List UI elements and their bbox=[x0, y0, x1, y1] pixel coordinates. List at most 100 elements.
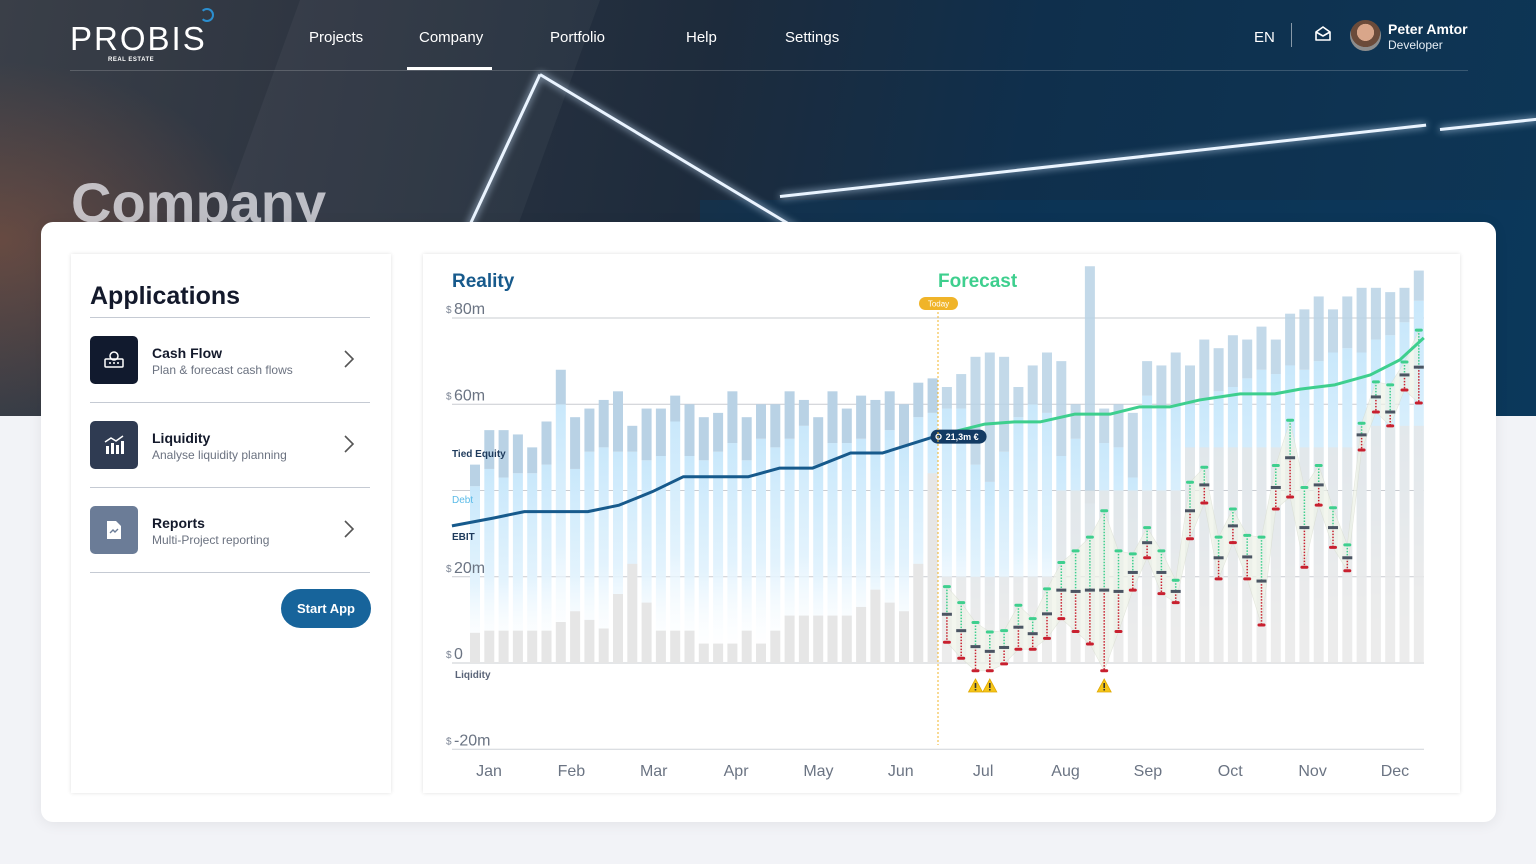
liquidity-high-marker bbox=[1028, 617, 1037, 621]
liquidity-low-marker bbox=[1343, 569, 1352, 573]
tied-equity-bar bbox=[1156, 365, 1167, 409]
tied-equity-bar bbox=[1042, 352, 1052, 413]
liquidity-expected-marker bbox=[1156, 570, 1167, 574]
liquidity-expected-marker bbox=[970, 645, 981, 649]
bar-chart-icon bbox=[90, 421, 138, 469]
y-tick-label: -20m bbox=[454, 732, 490, 749]
liquidity-low-marker bbox=[942, 640, 951, 644]
app-reports[interactable]: Reports Multi-Project reporting bbox=[90, 506, 370, 556]
liquidity-bar bbox=[655, 630, 666, 663]
liquidity-low-marker bbox=[1329, 545, 1337, 549]
app-liquidity[interactable]: Liquidity Analyse liquidity planning bbox=[90, 421, 370, 471]
tied-equity-bar bbox=[541, 421, 552, 465]
chevron-right-icon[interactable] bbox=[342, 349, 356, 369]
tied-equity-bar bbox=[698, 417, 709, 461]
liquidity-expected-marker bbox=[1199, 483, 1210, 487]
divider bbox=[90, 487, 370, 488]
x-tick-label: Oct bbox=[1218, 763, 1243, 780]
y-tick-currency: $ bbox=[446, 564, 452, 575]
liquidity-bar bbox=[1385, 425, 1396, 663]
tied-equity-bar bbox=[970, 356, 981, 465]
liquidity-bar bbox=[584, 619, 595, 663]
liquidity-bar bbox=[627, 563, 638, 663]
warning-icon-dot bbox=[989, 689, 991, 691]
liquidity-bar bbox=[1227, 447, 1238, 663]
liquidity-expected-marker bbox=[984, 649, 995, 653]
debt-bar bbox=[870, 451, 881, 663]
nav-company[interactable]: Company bbox=[419, 29, 484, 46]
ebit-tooltip bbox=[930, 429, 987, 444]
liquidity-low-marker bbox=[1057, 617, 1066, 621]
user-name[interactable]: Peter Amtor bbox=[1388, 21, 1468, 37]
x-tick-label: Dec bbox=[1381, 763, 1409, 780]
debt-bar bbox=[613, 451, 623, 663]
liquidity-expected-marker bbox=[1285, 456, 1296, 460]
debt-bar bbox=[884, 430, 895, 663]
chevron-right-icon[interactable] bbox=[342, 434, 356, 454]
tied-equity-bar bbox=[927, 378, 938, 413]
tied-equity-bar bbox=[584, 408, 595, 452]
nav-help[interactable]: Help bbox=[686, 29, 717, 46]
debt-bar bbox=[770, 447, 781, 663]
app-subtitle: Analyse liquidity planning bbox=[152, 448, 287, 462]
tied-equity-bar bbox=[484, 430, 495, 469]
y-tick-currency: $ bbox=[446, 736, 452, 747]
tied-equity-bar bbox=[827, 391, 838, 444]
tied-equity-bar bbox=[512, 434, 523, 474]
chevron-right-icon[interactable] bbox=[342, 519, 356, 539]
debt-bar bbox=[827, 443, 838, 663]
liquidity-bar bbox=[1142, 490, 1153, 663]
language-selector[interactable]: EN bbox=[1254, 29, 1275, 46]
divider bbox=[90, 572, 370, 573]
x-tick-label: May bbox=[803, 763, 833, 780]
tied-equity-bar bbox=[1313, 296, 1324, 362]
tied-equity-bar bbox=[913, 382, 924, 418]
logo[interactable]: PROBIS bbox=[70, 20, 207, 57]
divider bbox=[90, 317, 370, 318]
tied-equity-bar bbox=[1185, 365, 1195, 405]
app-title: Liquidity bbox=[152, 430, 211, 446]
app-cash-flow[interactable]: Cash Flow Plan & forecast cash flows bbox=[90, 336, 370, 386]
liquidity-high-marker bbox=[1414, 328, 1423, 332]
liquidity-bar bbox=[1413, 425, 1424, 663]
liquidity-low-marker bbox=[1300, 565, 1309, 569]
y-tick-label: 60m bbox=[454, 387, 485, 404]
tied-equity-bar bbox=[713, 412, 724, 452]
divider bbox=[1291, 23, 1292, 47]
tied-equity-label: Tied Equity bbox=[452, 449, 506, 460]
nav-projects[interactable]: Projects bbox=[309, 29, 364, 46]
avatar[interactable] bbox=[1350, 20, 1381, 51]
tied-equity-bar bbox=[1113, 404, 1124, 448]
x-tick-label: Apr bbox=[724, 763, 750, 780]
app-title: Cash Flow bbox=[152, 345, 223, 361]
nav-settings[interactable]: Settings bbox=[785, 29, 840, 46]
liquidity-bar bbox=[884, 602, 895, 663]
warning-icon-mark bbox=[1103, 683, 1105, 688]
debt-bar bbox=[999, 451, 1010, 663]
warning-icon-dot bbox=[1103, 689, 1105, 691]
start-app-button[interactable]: Start App bbox=[281, 589, 371, 628]
liquidity-expected-marker bbox=[1127, 570, 1138, 574]
warning-icon-dot bbox=[974, 689, 977, 691]
liquidity-bar bbox=[970, 576, 981, 663]
debt-bar bbox=[727, 443, 738, 663]
tied-equity-bar bbox=[655, 408, 666, 456]
liquidity-expected-marker bbox=[1313, 483, 1324, 487]
tied-equity-bar bbox=[684, 404, 695, 456]
mail-icon[interactable] bbox=[1314, 26, 1332, 42]
nav-portfolio[interactable]: Portfolio bbox=[550, 29, 606, 46]
liquidity-bar bbox=[641, 602, 652, 663]
logo-ring-icon bbox=[200, 8, 214, 22]
liquidity-low-marker bbox=[1028, 647, 1037, 651]
liquidity-bar bbox=[684, 630, 695, 663]
liquidity-high-marker bbox=[957, 601, 966, 605]
debt-bar bbox=[984, 481, 995, 663]
liquidity-expected-marker bbox=[1213, 556, 1224, 560]
tied-equity-bar bbox=[956, 374, 967, 409]
today-badge bbox=[919, 297, 958, 310]
tied-equity-bar bbox=[1099, 408, 1110, 444]
x-tick-label: Sep bbox=[1134, 763, 1163, 780]
liquidity-bar bbox=[984, 576, 995, 663]
liquidity-high-marker bbox=[1085, 535, 1094, 539]
liquidity-bar bbox=[927, 473, 938, 663]
